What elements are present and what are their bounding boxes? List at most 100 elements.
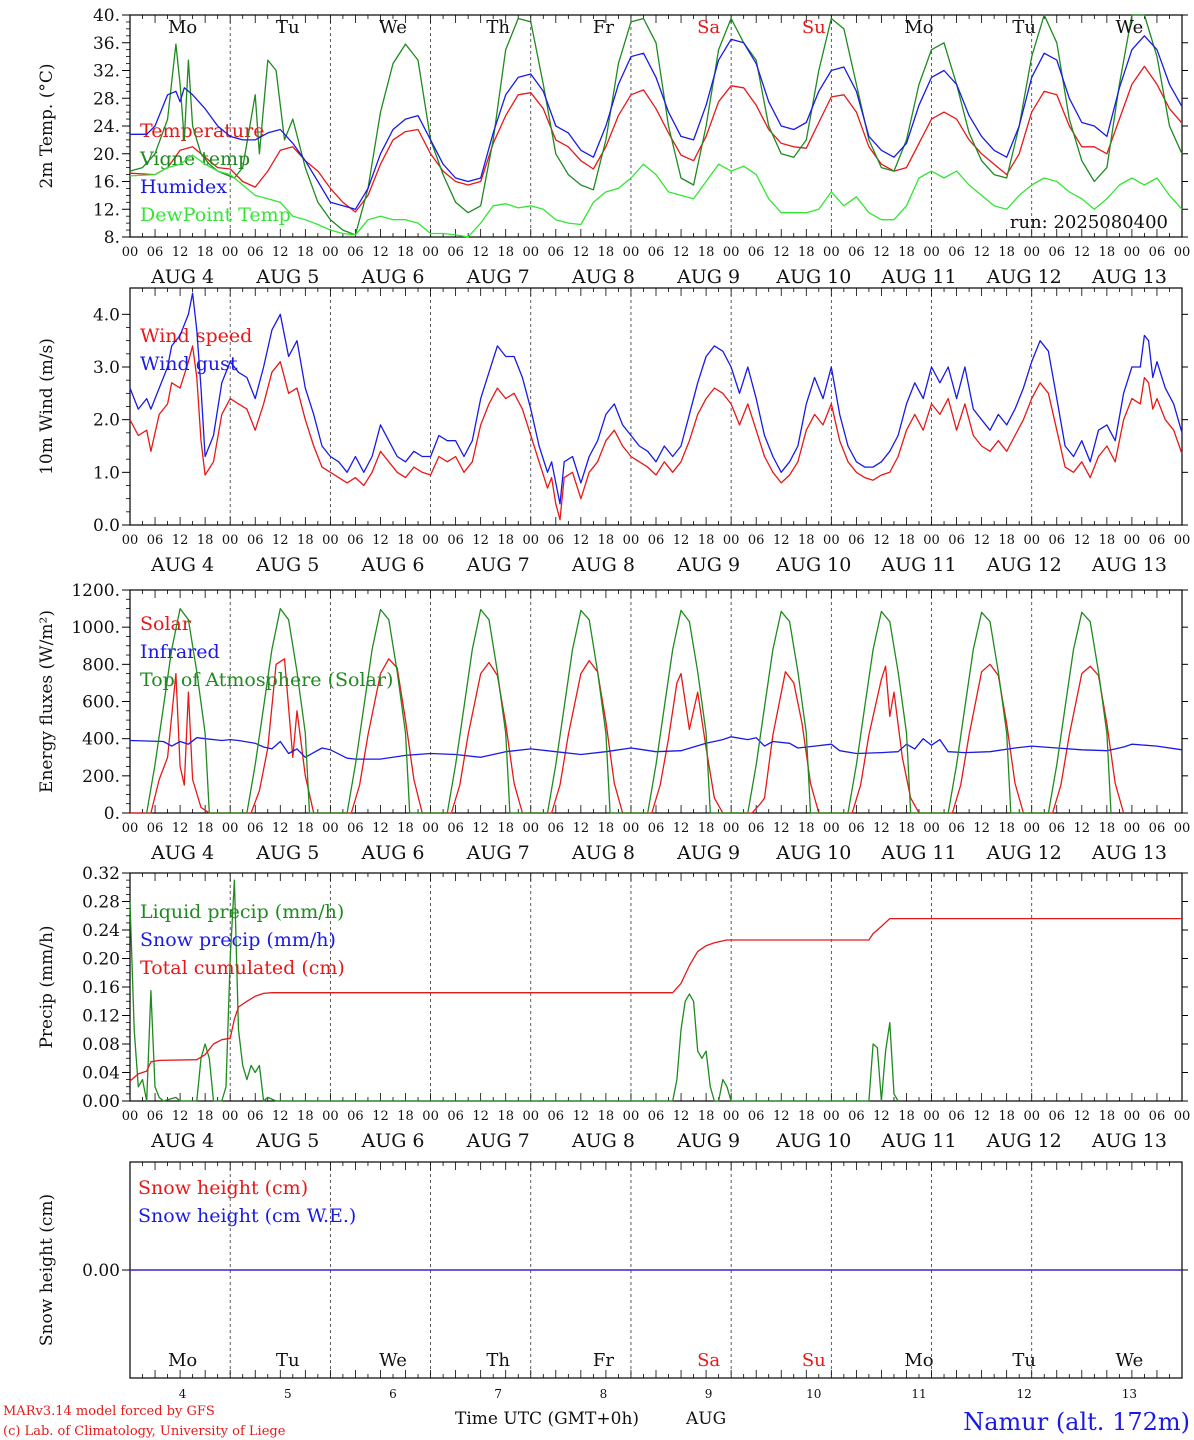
hour-tick-label: 12 <box>973 821 990 836</box>
hour-tick-label: 12 <box>873 1109 890 1124</box>
series-line-red <box>129 917 1182 1082</box>
legend-entry: Wind speed <box>140 325 252 347</box>
station-label: Namur (alt. 172m) <box>963 1408 1190 1436</box>
date-label: AUG 9 <box>676 842 740 864</box>
hour-tick-label: 06 <box>347 821 364 836</box>
hour-tick-label: 00 <box>222 821 239 836</box>
y-tick-label: 16. <box>93 173 120 193</box>
hour-tick-label: 06 <box>247 1109 264 1124</box>
weekday-label: Sa <box>697 17 720 38</box>
weekday-label: We <box>1116 1350 1144 1371</box>
hour-tick-label: 12 <box>573 533 590 548</box>
y-tick-label: 24. <box>93 117 120 137</box>
hour-tick-label: 18 <box>898 245 915 260</box>
panel-1: 8. 12. 16. 20. 24. 28. 32. 36. 40. 2m Temp. (°C) T… <box>37 6 1190 288</box>
hour-tick-label: 00 <box>122 1109 139 1124</box>
hour-tick-label: 00 <box>1124 533 1141 548</box>
y-tick-label: 400. <box>82 730 120 750</box>
date-label: AUG 8 <box>571 266 635 288</box>
hour-tick-label: 06 <box>948 1109 965 1124</box>
date-label: AUG 10 <box>775 1130 851 1152</box>
day-number-label: 9 <box>705 1387 713 1401</box>
series-line-lime <box>129 154 1183 238</box>
hour-tick-label: 06 <box>948 821 965 836</box>
series-line-green <box>146 607 1112 814</box>
y-tick-label: 2.0 <box>93 411 120 431</box>
hour-tick-label: 06 <box>648 533 665 548</box>
y-tick-label: 28. <box>93 89 120 109</box>
hour-tick-label: 12 <box>673 245 690 260</box>
hour-tick-label: 00 <box>322 533 339 548</box>
hour-tick-label: 00 <box>222 245 239 260</box>
hour-tick-label: 12 <box>673 1109 690 1124</box>
y-tick-label: 600. <box>82 693 120 713</box>
y-tick-label: 12. <box>93 200 120 220</box>
date-label: AUG 6 <box>360 554 424 576</box>
panel-4: 0.00 0.04 0.08 0.12 0.16 0.20 0.24 0.28 0.32 Prec… <box>37 864 1190 1152</box>
hour-tick-label: 12 <box>773 245 790 260</box>
date-label: AUG 9 <box>676 554 740 576</box>
hour-tick-label: 00 <box>222 533 239 548</box>
hour-tick-label: 00 <box>723 1109 740 1124</box>
hour-tick-label: 18 <box>1099 245 1116 260</box>
hour-tick-label: 00 <box>1174 1109 1191 1124</box>
legend-entry: Solar <box>140 613 192 635</box>
hour-tick-label: 18 <box>598 533 615 548</box>
panel-2: 0.0 1.0 2.0 3.0 4.0 10m Wind (m/s) Wind speed W… <box>37 287 1190 576</box>
hour-tick-label: 06 <box>748 821 765 836</box>
weekday-label: Fr <box>593 17 614 38</box>
hour-tick-label: 00 <box>823 1109 840 1124</box>
hour-tick-label: 00 <box>422 245 439 260</box>
hour-tick-label: 12 <box>573 245 590 260</box>
hour-tick-label: 18 <box>798 1109 815 1124</box>
legend-entry: Snow height (cm) <box>138 1177 308 1199</box>
date-label: AUG 11 <box>880 266 956 288</box>
legend-entry: Humidex <box>140 176 227 198</box>
hour-tick-label: 00 <box>823 821 840 836</box>
hour-tick-label: 00 <box>1023 1109 1040 1124</box>
weekday-label: Mo <box>168 1350 197 1371</box>
date-label: AUG 10 <box>775 266 851 288</box>
hour-tick-label: 18 <box>297 245 314 260</box>
hour-tick-label: 12 <box>272 245 289 260</box>
hour-tick-label: 00 <box>1023 533 1040 548</box>
y-tick-label: 8. <box>104 228 120 248</box>
hour-tick-label: 18 <box>497 533 514 548</box>
hour-tick-label: 06 <box>347 1109 364 1124</box>
weekday-label: Mo <box>904 1350 933 1371</box>
y-tick-label: 4.0 <box>93 305 120 325</box>
hour-tick-label: 18 <box>1099 1109 1116 1124</box>
hour-tick-label: 00 <box>1174 245 1191 260</box>
legend-entry: Infrared <box>140 641 220 663</box>
date-label: AUG 8 <box>571 1130 635 1152</box>
date-label: AUG 7 <box>466 1130 530 1152</box>
hour-tick-label: 18 <box>698 821 715 836</box>
date-label: AUG 7 <box>466 842 530 864</box>
weekday-label: Tu <box>276 17 300 38</box>
hour-tick-label: 00 <box>522 1109 539 1124</box>
weekday-label: Tu <box>276 1350 300 1371</box>
hour-tick-label: 18 <box>1099 821 1116 836</box>
y-tick-label: 200. <box>82 767 120 787</box>
hour-tick-label: 00 <box>923 533 940 548</box>
hour-tick-label: 18 <box>998 245 1015 260</box>
hour-tick-label: 06 <box>648 1109 665 1124</box>
weekday-label: Th <box>486 1350 510 1371</box>
weekday-label: Th <box>486 17 510 38</box>
hour-tick-label: 12 <box>673 533 690 548</box>
date-label: AUG 5 <box>255 266 319 288</box>
hour-tick-label: 12 <box>172 533 189 548</box>
legend-entry: Top of Atmosphere (Solar) <box>140 669 393 691</box>
y-tick-label: 0.00 <box>82 1261 120 1281</box>
y-tick-label: 0.08 <box>82 1035 120 1055</box>
date-label: AUG 5 <box>255 1130 319 1152</box>
hour-tick-label: 06 <box>447 245 464 260</box>
hour-tick-label: 00 <box>1124 821 1141 836</box>
day-number-label: 7 <box>494 1387 502 1401</box>
hour-tick-label: 06 <box>447 533 464 548</box>
time-axis-label: Time UTC (GMT+0h) <box>455 1409 639 1429</box>
hour-tick-label: 06 <box>648 821 665 836</box>
hour-tick-label: 00 <box>823 245 840 260</box>
hour-tick-label: 18 <box>1099 533 1116 548</box>
hour-tick-label: 00 <box>923 1109 940 1124</box>
